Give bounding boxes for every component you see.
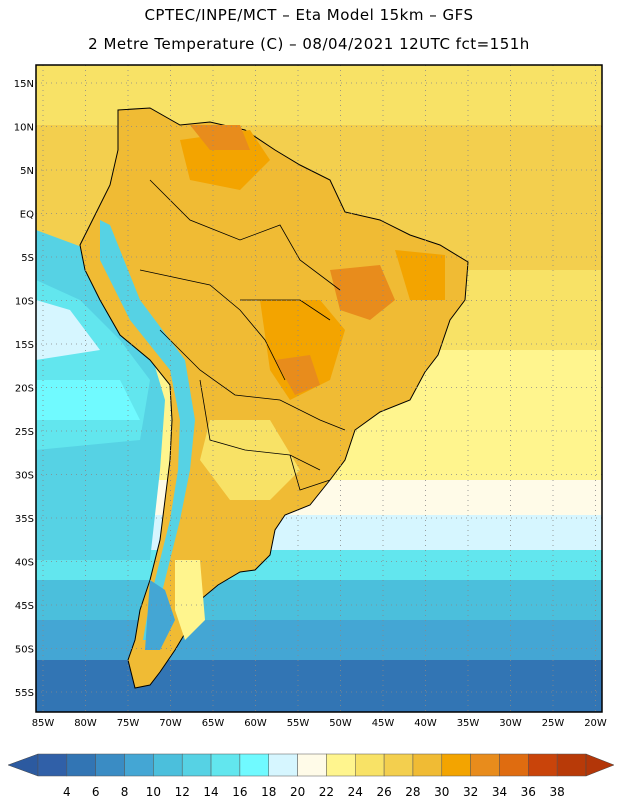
colorbar-label: 28 [405,785,420,799]
lat-label: 50S [15,645,34,656]
colorbar-label: 8 [121,785,129,799]
lon-label: 50W [329,718,352,729]
colorbar-label: 34 [492,785,507,799]
longitude-labels: 85W 80W 75W 70W 65W 60W 55W 50W 45W 40W 35W 30W 25W 2… [32,718,607,729]
lon-label: 80W [74,718,97,729]
lon-label: 40W [414,718,437,729]
colorbar-swatch [181,753,212,777]
colorbar-label: 20 [290,785,305,799]
colorbar-swatch [124,753,154,777]
lon-label: 75W [117,718,140,729]
colorbar-label: 14 [203,785,218,799]
colorbar-label: 18 [261,785,276,799]
colorbar-swatch [499,753,529,777]
lat-label: 10S [15,297,34,308]
lon-label: 35W [457,718,480,729]
map-field [36,65,602,712]
colorbar-label: 32 [463,785,478,799]
colorbar-swatch [383,753,414,777]
title-line-1: CPTEC/INPE/MCT – Eta Model 15km – GFS [144,6,474,24]
lat-label: 20S [15,384,34,395]
colorbar-label: 6 [92,785,100,799]
colorbar-swatch [412,753,443,777]
lon-label: 60W [244,718,267,729]
colorbar-label: 16 [232,785,247,799]
lat-label: EQ [20,210,34,221]
colorbar-label: 38 [550,785,565,799]
lon-label: 45W [372,718,395,729]
colorbar-label: 36 [521,785,536,799]
map-frame [35,64,603,713]
lat-label: 15S [15,340,34,351]
colorbar-swatch [210,753,241,777]
colorbar-swatch [355,753,385,777]
colorbar-swatch [556,753,587,777]
colorbar: 4 6 8 10 12 14 16 18 20 22 24 26 28 30 32 34 36 38 [7,753,615,799]
lat-label: 5S [21,253,34,264]
colorbar-swatch [326,753,356,777]
colorbar-label: 24 [348,785,363,799]
colorbar-high-arrow [585,753,615,777]
colorbar-swatch [153,753,183,777]
latitude-labels: 15N 10N 5N EQ 5S 10S 15S 20S 25S 30S 35S 40S 45S 50S 5… [14,79,34,699]
colorbar-swatch [239,753,269,777]
colorbar-swatch [528,753,558,777]
colorbar-swatch [470,753,500,777]
colorbar-label: 4 [63,785,71,799]
lat-label: 35S [15,514,34,525]
colorbar-swatch [66,753,96,777]
lat-label: 10N [14,123,34,134]
colorbar-swatch [441,753,471,777]
title-line-2: 2 Metre Temperature (C) – 08/04/2021 12U… [88,35,530,53]
colorbar-swatch [37,753,68,777]
colorbar-label: 26 [376,785,391,799]
colorbar-swatch [268,753,298,777]
lat-label: 5N [20,166,34,177]
colorbar-label: 12 [175,785,190,799]
lat-label: 55S [15,688,34,699]
colorbar-swatch [297,753,327,777]
lat-label: 40S [15,558,34,569]
lat-label: 45S [15,601,34,612]
lon-label: 65W [202,718,225,729]
lon-label: 20W [584,718,607,729]
colorbar-label: 30 [434,785,449,799]
colorbar-low-arrow [7,753,39,777]
lon-label: 30W [499,718,522,729]
colorbar-label: 10 [146,785,161,799]
lat-label: 25S [15,427,34,438]
lon-label: 55W [287,718,310,729]
lat-label: 30S [15,471,34,482]
colorbar-swatch [95,753,125,777]
lat-label: 15N [14,79,34,90]
lon-label: 85W [32,718,55,729]
lon-label: 70W [159,718,182,729]
lon-label: 25W [542,718,565,729]
country-borders [139,179,346,491]
colorbar-label: 22 [319,785,334,799]
